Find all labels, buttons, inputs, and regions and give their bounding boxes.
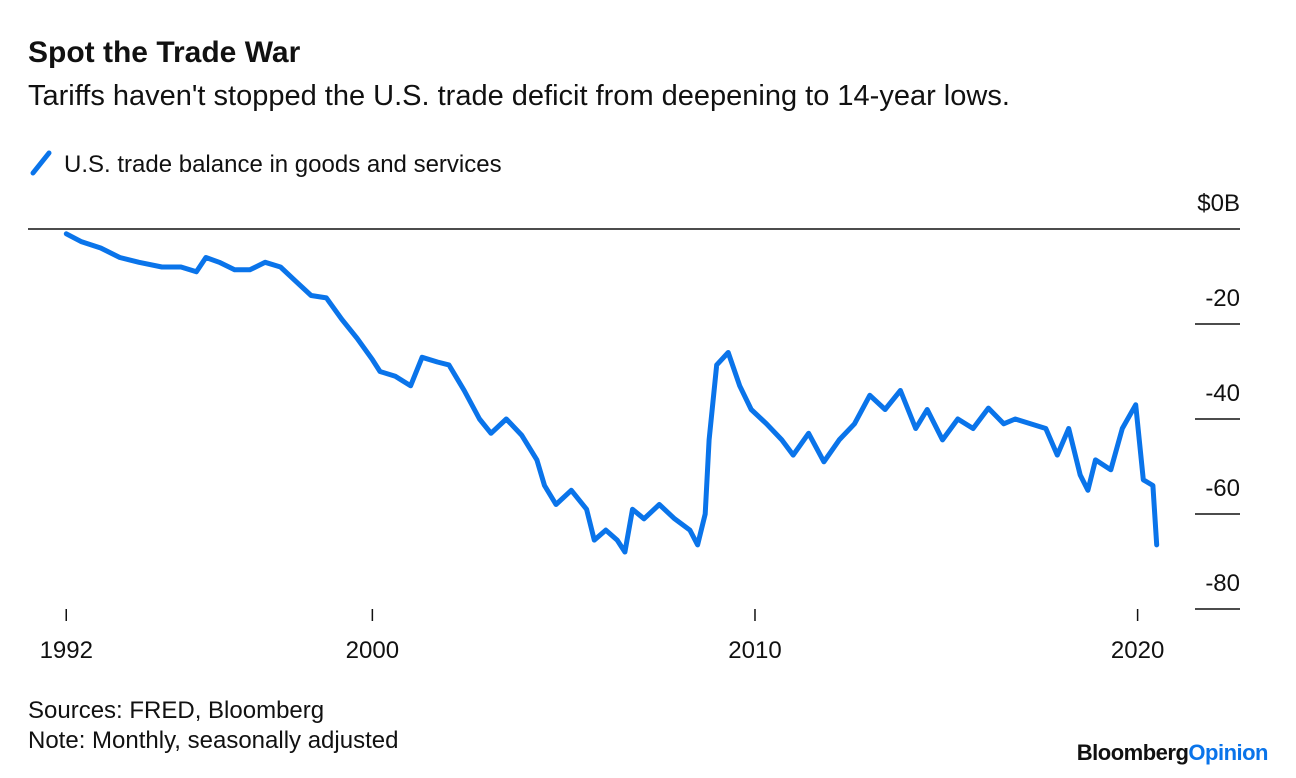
y-tick-label: -20 — [1205, 285, 1240, 312]
logo: BloombergOpinion — [1077, 740, 1268, 765]
chart-title: Spot the Trade War — [28, 36, 301, 69]
y-tick-label: -40 — [1205, 380, 1240, 407]
x-tick-label: 2020 — [1111, 637, 1164, 664]
chart-subtitle: Tariffs haven't stopped the U.S. trade d… — [28, 80, 1010, 112]
logo-part: Bloomberg — [1077, 740, 1189, 765]
y-tick-label: $0B — [1197, 190, 1240, 217]
note: Note: Monthly, seasonally adjusted — [28, 727, 398, 754]
x-tick-label: 1992 — [40, 637, 93, 664]
source: Sources: FRED, Bloomberg — [28, 697, 324, 724]
legend-swatch — [30, 150, 52, 176]
y-tick-label: -60 — [1205, 475, 1240, 502]
legend-label: U.S. trade balance in goods and services — [64, 151, 502, 178]
x-tick-label: 2010 — [728, 637, 781, 664]
data-line — [63, 231, 1160, 555]
logo-part: Opinion — [1188, 740, 1268, 765]
y-tick-label: -80 — [1205, 570, 1240, 597]
x-tick-label: 2000 — [346, 637, 399, 664]
